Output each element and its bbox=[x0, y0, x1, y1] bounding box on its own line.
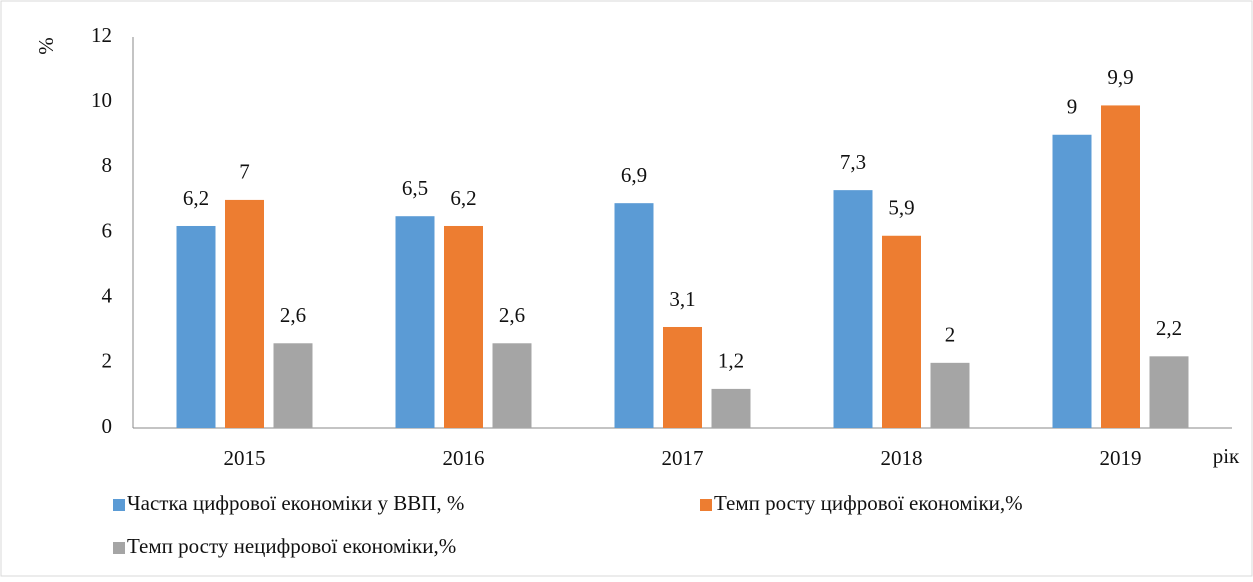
bar bbox=[1149, 356, 1189, 428]
data-label: 6,9 bbox=[621, 163, 647, 187]
data-label: 6,5 bbox=[402, 176, 428, 200]
data-label: 9,9 bbox=[1107, 65, 1133, 89]
legend-swatch bbox=[700, 499, 712, 511]
bar bbox=[614, 203, 654, 428]
legend-swatch bbox=[113, 499, 125, 511]
data-label: 6,2 bbox=[450, 186, 476, 210]
y-tick-label: 10 bbox=[91, 88, 112, 112]
y-axis-label: % bbox=[34, 37, 58, 55]
bar bbox=[492, 343, 532, 428]
bar bbox=[930, 362, 970, 428]
y-tick-label: 12 bbox=[91, 23, 112, 47]
bar bbox=[663, 326, 702, 428]
legend-swatch bbox=[113, 542, 125, 554]
x-tick-label: 2016 bbox=[443, 446, 485, 470]
bar bbox=[273, 343, 313, 428]
legend-label: Темп росту нецифрової економіки,% bbox=[127, 534, 456, 558]
data-label: 2,6 bbox=[499, 303, 525, 327]
data-label: 1,2 bbox=[718, 349, 744, 373]
bar bbox=[395, 216, 435, 428]
y-tick-label: 2 bbox=[102, 349, 113, 373]
data-label: 9 bbox=[1067, 95, 1078, 119]
data-label: 2,2 bbox=[1156, 316, 1182, 340]
y-tick-label: 8 bbox=[102, 153, 113, 177]
bar bbox=[176, 225, 216, 428]
bar bbox=[882, 235, 921, 428]
x-axis-label: рік bbox=[1213, 444, 1240, 468]
data-label: 7 bbox=[239, 160, 250, 184]
legend-label: Частка цифрової економіки у ВВП, % bbox=[127, 491, 464, 515]
bar bbox=[711, 388, 751, 428]
x-tick-label: 2019 bbox=[1100, 446, 1142, 470]
data-label: 3,1 bbox=[669, 287, 695, 311]
bar bbox=[225, 199, 264, 428]
y-tick-label: 0 bbox=[102, 414, 113, 438]
data-label: 7,3 bbox=[840, 150, 866, 174]
legend-label: Темп росту цифрової економіки,% bbox=[714, 491, 1023, 515]
bar bbox=[833, 190, 873, 428]
bar bbox=[1052, 134, 1092, 428]
x-tick-label: 2017 bbox=[662, 446, 704, 470]
data-label: 5,9 bbox=[888, 196, 914, 220]
bar bbox=[444, 225, 483, 428]
y-tick-label: 6 bbox=[102, 218, 113, 242]
bar bbox=[1101, 105, 1140, 429]
y-tick-label: 4 bbox=[102, 283, 113, 307]
x-tick-label: 2018 bbox=[881, 446, 923, 470]
data-label: 6,2 bbox=[183, 186, 209, 210]
data-label: 2,6 bbox=[280, 303, 306, 327]
x-tick-label: 2015 bbox=[224, 446, 266, 470]
data-label: 2 bbox=[945, 323, 956, 347]
